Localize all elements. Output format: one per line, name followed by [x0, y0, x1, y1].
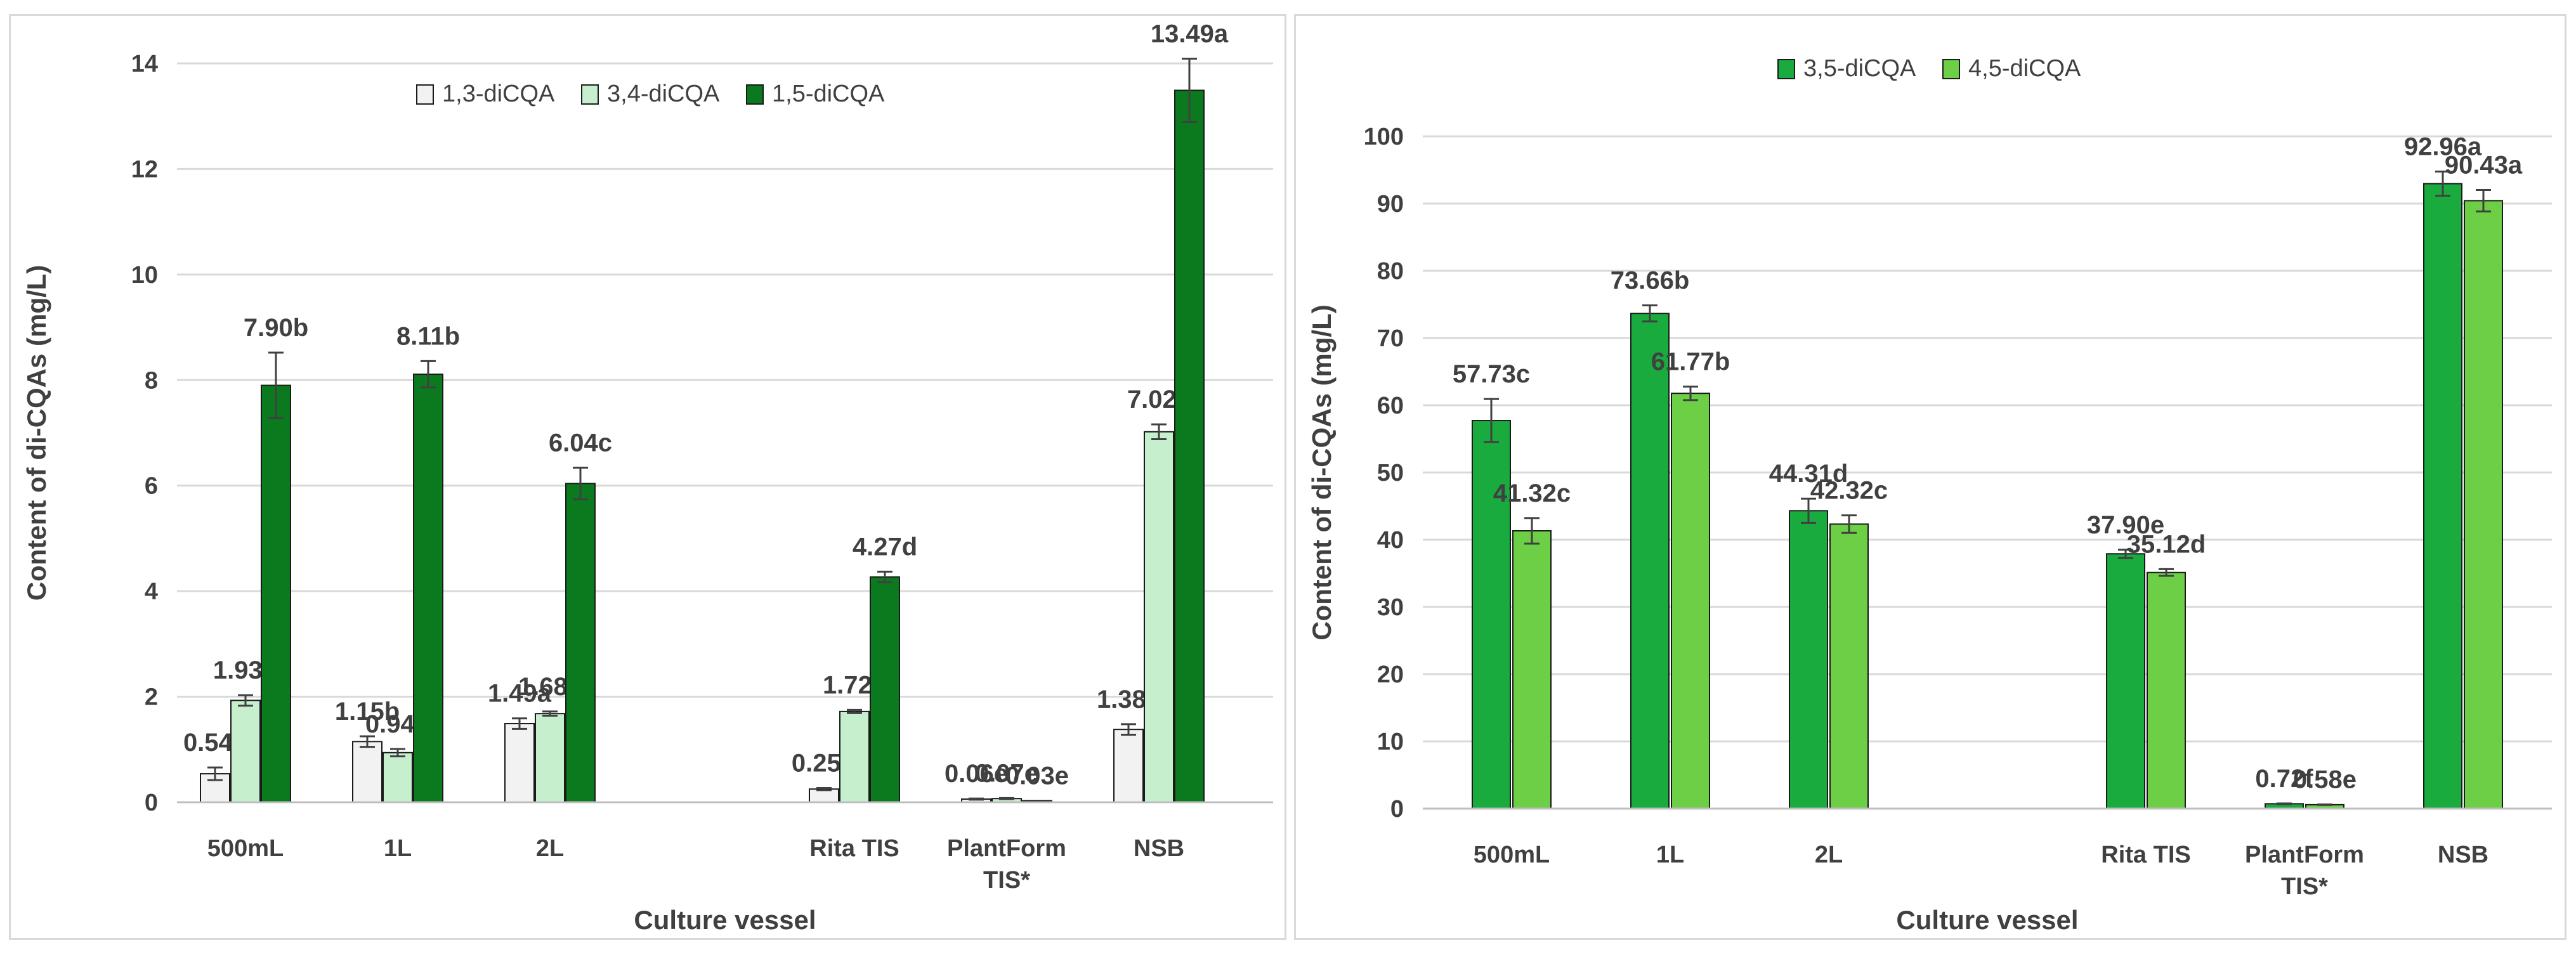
data-label: 13.49a	[1151, 20, 1229, 48]
y-tick-label: 10	[131, 262, 158, 289]
data-label: 0.07e	[975, 759, 1038, 787]
x-tick-label: Rita TIS	[2101, 842, 2190, 868]
bar	[2464, 200, 2503, 809]
bar	[1174, 89, 1205, 803]
bar	[1144, 431, 1174, 803]
y-tick-label: 40	[1377, 527, 1404, 554]
x-tick-label: 2L	[1815, 842, 1843, 868]
y-tick-label: 50	[1377, 460, 1404, 486]
left-chart-panel: 0 2 4 6 8 10 12 14 Content of di-CQAs (mg/L) Cult…	[9, 14, 1286, 940]
data-label: 35.12d	[2127, 530, 2206, 558]
legend-swatch	[581, 84, 599, 105]
data-label: 0.72f	[2255, 765, 2313, 793]
bar	[1113, 729, 1144, 804]
bar	[839, 710, 870, 804]
x-tick-label: 2L	[536, 835, 564, 862]
bar	[2147, 571, 2186, 810]
data-label: 6.04c	[549, 429, 612, 457]
x-tick-label: 1L	[1656, 842, 1684, 868]
legend-label: 1,5-diCQA	[772, 81, 885, 107]
y-tick-label: 2	[145, 684, 158, 711]
x-tick-label: 500mL	[1474, 842, 1550, 868]
data-label: 73.66b	[1611, 266, 1690, 294]
data-label: 4.27d	[853, 533, 917, 561]
left-chart: 0 2 4 6 8 10 12 14 Content of di-CQAs (mg/L) Cult…	[22, 20, 1273, 935]
bar	[382, 752, 413, 803]
x-axis-title: Culture vessel	[1896, 905, 2078, 935]
y-tick-label: 0	[1390, 796, 1404, 823]
x-tick-label: Rita TIS	[809, 835, 899, 862]
legend-swatch	[1942, 59, 1960, 79]
data-label: 1.49a	[488, 680, 552, 708]
data-label: 8.11b	[396, 322, 460, 350]
bar	[352, 741, 382, 804]
legend-swatch	[746, 84, 764, 105]
y-tick-label: 30	[1377, 594, 1404, 621]
bar	[1671, 393, 1710, 809]
y-tick-label: 60	[1377, 393, 1404, 419]
x-tick-label: PlantForm	[947, 835, 1066, 862]
y-tick-label: 90	[1377, 191, 1404, 218]
bar	[565, 483, 596, 804]
bar	[504, 723, 535, 804]
legend-swatch	[1777, 59, 1795, 79]
legend-swatch	[416, 84, 434, 105]
x-tick-label: 1L	[384, 835, 412, 862]
right-chart: 0 10 20 30 40 50 60 70 80 90 100 Content of di-CQAs…	[1307, 55, 2552, 935]
data-label: 57.73c	[1453, 360, 1530, 388]
x-tick-label: TIS*	[983, 867, 1030, 894]
bar	[1789, 510, 1828, 810]
y-tick-label: 4	[145, 578, 158, 605]
y-tick-label: 14	[131, 51, 158, 77]
data-label: 0.06e	[945, 760, 1008, 788]
y-tick-label: 10	[1377, 729, 1404, 755]
bar	[2423, 183, 2462, 809]
x-axis-title: Culture vessel	[634, 905, 816, 935]
bar	[1829, 523, 1869, 810]
x-tick-label: PlantForm	[2245, 842, 2364, 868]
data-label: 0.03e	[1005, 762, 1069, 790]
data-label: 7.90b	[244, 314, 308, 342]
data-label: 37.90e	[2087, 511, 2164, 539]
x-tick-label: 500mL	[207, 835, 284, 862]
y-tick-label: 12	[131, 156, 158, 183]
data-label: 0.58e	[2293, 765, 2357, 793]
bar	[413, 374, 443, 803]
bar	[1630, 313, 1670, 810]
data-label: 61.77b	[1651, 348, 1730, 376]
y-axis-title: Content of di-CQAs (mg/L)	[1307, 304, 1337, 641]
data-label: 90.43a	[2445, 151, 2523, 179]
bar	[1512, 530, 1552, 809]
bar	[1472, 420, 1511, 809]
legend-label: 1,3-diCQA	[442, 81, 555, 107]
data-label: 44.31d	[1769, 460, 1848, 488]
y-tick-label: 6	[145, 473, 158, 500]
y-tick-label: 100	[1364, 124, 1404, 150]
x-tick-label: NSB	[2438, 842, 2488, 868]
y-tick-label: 8	[145, 367, 158, 394]
bar	[261, 384, 291, 803]
right-chart-panel: 0 10 20 30 40 50 60 70 80 90 100 Content of di-CQAs…	[1294, 14, 2566, 940]
bar	[535, 713, 565, 803]
bar	[230, 700, 261, 804]
data-label: 41.32c	[1493, 479, 1571, 507]
x-tick-label: TIS*	[2281, 873, 2328, 900]
x-tick-label: NSB	[1134, 835, 1184, 862]
bar	[2106, 553, 2145, 809]
y-axis-title: Content of di-CQAs (mg/L)	[22, 265, 51, 601]
y-tick-label: 70	[1377, 325, 1404, 352]
data-label: 1.15b	[335, 698, 400, 726]
y-tick-label: 80	[1377, 258, 1404, 285]
y-tick-label: 20	[1377, 661, 1404, 688]
y-tick-label: 0	[145, 790, 158, 816]
legend-label: 4,5-diCQA	[1968, 55, 2081, 82]
legend-label: 3,4-diCQA	[607, 81, 720, 107]
data-label: 42.32c	[1810, 477, 1888, 505]
data-label: 92.96a	[2404, 133, 2482, 161]
bar	[870, 576, 900, 803]
legend-label: 3,5-diCQA	[1803, 55, 1916, 82]
